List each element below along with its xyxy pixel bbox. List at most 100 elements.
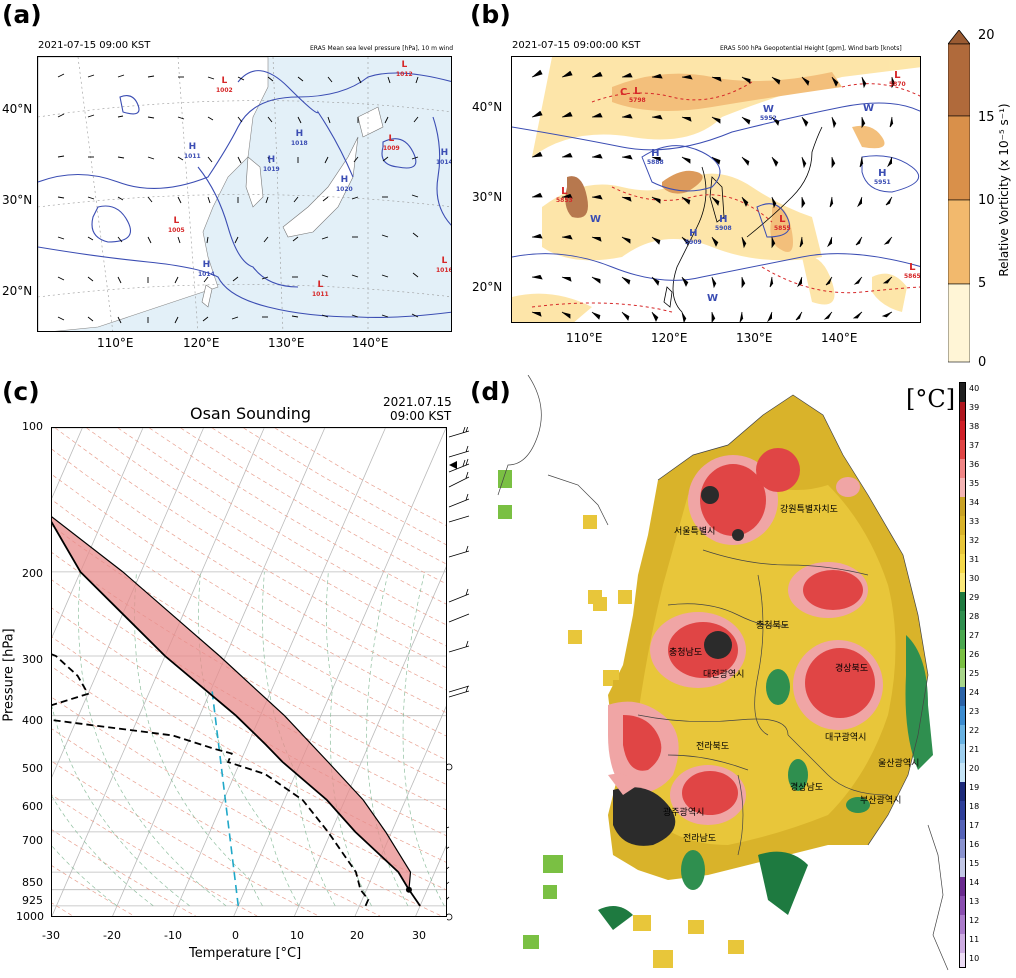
colorbar-tick: 35 xyxy=(969,479,980,488)
high-center: H 1014 xyxy=(436,148,452,167)
temperature-profile xyxy=(52,521,421,907)
low-marker: L 5853 xyxy=(556,186,573,205)
lon-label: 120°E xyxy=(651,331,688,345)
panel-a-datetime: 2021-07-15 09:00 KST xyxy=(38,40,151,51)
colorbar-tick: 33 xyxy=(969,517,980,526)
temperature-colorbar-svg xyxy=(960,383,965,967)
high-center: H 1011 xyxy=(184,142,201,161)
moist-adiabat xyxy=(366,571,409,907)
korea-peninsula xyxy=(245,156,264,208)
dry-adiabat xyxy=(52,474,446,713)
temperature-colorbar-ticks: 40 39 38 37 36 35 34 33 32 31 30 29 28 2… xyxy=(969,384,989,973)
temp-tick: 0 xyxy=(232,929,239,942)
colorbar-tick: 27 xyxy=(969,631,980,640)
high-center: H 1018 xyxy=(291,129,308,148)
skewt-plot xyxy=(51,427,447,917)
pressure-tick: 200 xyxy=(22,567,43,580)
skewt-title: Osan Sounding xyxy=(190,404,312,423)
isotherm-line xyxy=(415,845,446,916)
low-center: L 1005 xyxy=(168,216,185,235)
colorbar-tick: 5 xyxy=(978,276,987,291)
panel-b-label: (b) xyxy=(470,0,511,29)
colorbar-tick: 34 xyxy=(969,498,980,507)
low-marker: L 5855 xyxy=(774,214,791,233)
colorbar-tick: 39 xyxy=(969,403,980,412)
cold-marker: C xyxy=(620,87,628,98)
panel-b-datetime: 2021-07-15 09:00:00 KST xyxy=(512,40,641,51)
colorbar-tick: 20 xyxy=(969,764,980,773)
colorbar-tick: 38 xyxy=(969,422,980,431)
colorbar-tick: 17 xyxy=(969,821,980,830)
lat-label: 40°N xyxy=(2,102,33,116)
panel-b-map-svg xyxy=(512,57,920,322)
moist-adiabat xyxy=(134,571,263,907)
colorbar-tick: 30 xyxy=(969,574,980,583)
wind-barbs xyxy=(531,69,896,322)
pressure-tick: 700 xyxy=(22,834,43,847)
warm-marker: W xyxy=(863,103,875,114)
vorticity-colorbar xyxy=(947,29,971,363)
pressure-tick: 100 xyxy=(22,420,43,433)
temp-tick: 30 xyxy=(412,929,426,942)
dry-adiabat xyxy=(54,428,446,669)
moist-adiabat xyxy=(78,571,227,907)
region-label: 강원특별자치도 xyxy=(780,505,838,515)
isotherm-line xyxy=(52,428,83,499)
japan-islands xyxy=(282,136,359,238)
high-marker: H 5908 xyxy=(715,214,732,233)
lon-label: 130°E xyxy=(736,331,773,345)
isotherm-line xyxy=(112,428,326,916)
korea-temperature-map: 강원특별자치도 서울특별시 충청북도 충청남도 대전광역시 경상북도 전라북도 … xyxy=(488,374,958,974)
high-center: H 1020 xyxy=(336,175,353,194)
dry-adiabat xyxy=(52,728,381,916)
lat-label: 20°N xyxy=(472,280,503,294)
dry-adiabat xyxy=(52,579,446,810)
colorbar-tick: 23 xyxy=(969,707,980,716)
colorbar-tick: 16 xyxy=(969,840,980,849)
lat-label: 40°N xyxy=(472,100,503,114)
low-center: L 1009 xyxy=(383,134,400,153)
region-label: 충청북도 xyxy=(756,621,790,631)
region-label: 전라남도 xyxy=(683,834,717,844)
warm-marker: W xyxy=(707,293,719,304)
vorticity-colorbar-svg xyxy=(947,29,971,363)
temp-tick: -10 xyxy=(164,929,182,942)
colorbar-tick: 12 xyxy=(969,916,980,925)
colorbar-tick: 19 xyxy=(969,783,980,792)
moist-adiabat xyxy=(52,845,118,907)
colorbar-tick: 31 xyxy=(969,555,980,564)
dashed-contours xyxy=(531,81,920,313)
taiwan xyxy=(201,284,213,308)
dry-adiabat xyxy=(243,428,446,545)
high-marker: H 5888 xyxy=(647,148,664,167)
region-label: 서울특별시 xyxy=(674,527,716,537)
high-marker: H 5909 xyxy=(685,228,702,247)
panel-a-map: H 1011 H 1018 H 1019 H 1020 H 1014 H 1014 L 100… xyxy=(37,56,452,332)
lat-label: 30°N xyxy=(2,193,33,207)
pressure-tick: 500 xyxy=(22,762,43,775)
hokkaido xyxy=(357,106,384,138)
colorbar-tick: 14 xyxy=(969,878,980,887)
lat-label: 20°N xyxy=(2,284,33,298)
warm-marker: W xyxy=(590,214,602,225)
high-center: H 1014 xyxy=(198,260,215,279)
wind-vectors xyxy=(57,73,419,324)
region-label: 전라북도 xyxy=(696,742,730,752)
isotherm-line xyxy=(52,428,144,639)
panel-c-label: (c) xyxy=(2,377,40,406)
region-label: 부산광역시 xyxy=(860,796,902,806)
parcel-profile xyxy=(52,516,421,907)
dewpoint-profile xyxy=(52,653,370,907)
moist-adiabat xyxy=(262,571,336,907)
dry-adiabat xyxy=(52,607,446,836)
skewt-xlabel: Temperature [°C] xyxy=(189,946,302,961)
colorbar-tick: 37 xyxy=(969,441,980,450)
warm-marker: W 5952 xyxy=(760,104,777,123)
panel-a-description: ERA5 Mean sea level pressure [hPa], 10 m… xyxy=(310,45,454,52)
colorbar-tick: 13 xyxy=(969,897,980,906)
colorbar-tick: 32 xyxy=(969,536,980,545)
colorbar-tick: 18 xyxy=(969,802,980,811)
colorbar-tick: 21 xyxy=(969,745,980,754)
isotherm-line xyxy=(172,428,386,916)
panel-b-description: ERA5 500 hPa Geopotential Height [gpm], … xyxy=(720,45,902,52)
